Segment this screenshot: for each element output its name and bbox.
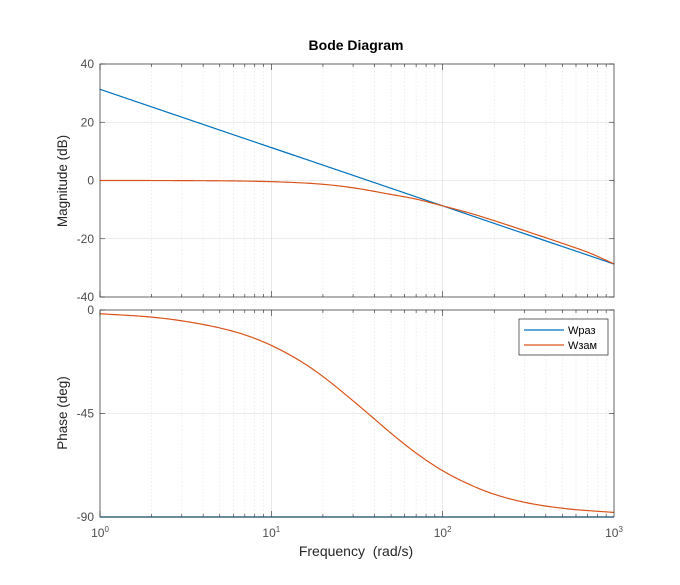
phase-y-tick-label: 0 (87, 303, 94, 317)
magnitude-y-tick-label: 0 (87, 174, 94, 188)
x-tick-label: 102 (434, 525, 452, 540)
magnitude-y-tick-label: -40 (77, 290, 95, 304)
magnitude-axes-box (99, 63, 615, 298)
phase-series-wzam (99, 313, 615, 513)
magnitude-panel: 40 20 0 -20 -40 (77, 57, 615, 304)
magnitude-series-wraz (99, 88, 615, 265)
chart-title: Bode Diagram (309, 37, 404, 53)
x-axis-label: Frequency (rad/s) (299, 543, 413, 559)
magnitude-series-wzam (100, 179, 615, 265)
phase-y-tick-label: -45 (77, 407, 95, 421)
magnitude-y-tick-label: -20 (77, 232, 95, 246)
magnitude-y-tick-label: 40 (81, 57, 95, 71)
phase-y-tick-label: -90 (77, 510, 95, 524)
legend-box (518, 318, 609, 356)
magnitude-axis-label: Magnitude (dB) (55, 135, 70, 227)
x-tick-label: 103 (605, 525, 623, 540)
magnitude-y-tick-label: 20 (81, 115, 95, 129)
phase-axes-box (99, 309, 615, 518)
x-tick-label: 101 (262, 525, 280, 540)
legend-label-wzam: Wзам (568, 340, 597, 352)
legend-label-wraz: Wраз (568, 325, 596, 337)
legend: Wраз Wзам (518, 318, 609, 356)
x-tick-label: 100 (91, 525, 109, 540)
phase-axis-label: Phase (deg) (55, 376, 70, 450)
